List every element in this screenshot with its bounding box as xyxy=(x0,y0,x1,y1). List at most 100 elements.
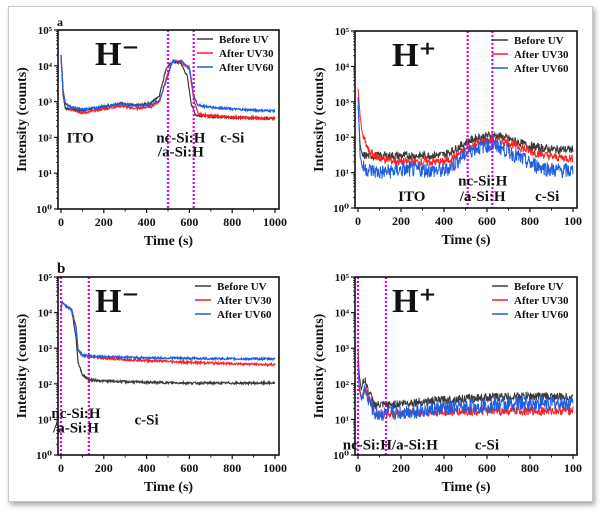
x-tick-label: 400 xyxy=(435,461,453,475)
x-tick-label: 1000 xyxy=(263,461,287,475)
x-tick-label: 200 xyxy=(95,215,113,229)
x-tick-label: 800 xyxy=(521,461,539,475)
x-tick-label: 400 xyxy=(138,215,156,229)
y-tick-label: 10⁴ xyxy=(38,308,53,320)
region-label: /a-Si:H xyxy=(157,145,204,161)
legend-label: After UV60 xyxy=(219,62,274,74)
region-label: nc-Si:H xyxy=(458,173,508,189)
y-tick-label: 10¹ xyxy=(38,168,52,180)
x-tick-label: 800 xyxy=(521,214,539,228)
x-tick-label: 400 xyxy=(138,461,156,475)
x-axis-label: Time (s) xyxy=(144,480,193,495)
y-tick-label: 10³ xyxy=(38,97,53,109)
y-tick-label: 10³ xyxy=(38,343,53,355)
y-tick-label: 10⁴ xyxy=(335,61,350,73)
series-line-after-uv30 xyxy=(357,88,574,168)
legend-label: After UV30 xyxy=(514,295,569,307)
x-axis-label: Time (s) xyxy=(441,233,490,248)
region-label: nc-Si:H/a-Si:H xyxy=(343,437,438,453)
series-line-after-uv60 xyxy=(60,54,276,114)
figure-frame xyxy=(8,6,593,502)
region-label: c-Si xyxy=(475,437,499,453)
x-tick-label: 600 xyxy=(478,461,496,475)
ion-label: H⁺ xyxy=(392,283,436,320)
y-tick-label: 10² xyxy=(335,379,350,391)
panel-label: b xyxy=(57,261,65,277)
legend-label: After UV60 xyxy=(514,63,569,75)
region-label: /a-Si:H xyxy=(459,189,506,205)
y-axis-label: Intensity (counts) xyxy=(15,67,30,172)
y-tick-label: 10³ xyxy=(335,97,350,109)
y-tick-label: 10² xyxy=(335,132,350,144)
y-tick-label: 10¹ xyxy=(335,414,349,426)
x-tick-label: 800 xyxy=(223,215,241,229)
series-line-before-uv xyxy=(60,300,276,387)
y-tick-label: 10⁰ xyxy=(333,450,349,462)
x-tick-label: 200 xyxy=(392,214,410,228)
chart-panel-1: a 0 200 400 600 800 1000 10⁰ 10¹ 10² 10³ 10⁴ 10⁵ Time… xyxy=(15,15,287,249)
legend-label: After UV60 xyxy=(514,309,569,321)
x-tick-label: 600 xyxy=(180,215,198,229)
x-tick-label: 600 xyxy=(478,214,496,228)
legend-label: After UV30 xyxy=(514,49,569,61)
x-tick-label: 600 xyxy=(180,461,198,475)
x-tick-label: 0 xyxy=(355,214,361,228)
y-tick-label: 10⁴ xyxy=(38,61,53,73)
y-tick-label: 10² xyxy=(38,132,53,144)
y-axis-label: Intensity (counts) xyxy=(312,67,327,172)
series-line-after-uv60 xyxy=(60,300,276,362)
region-label: c-Si xyxy=(135,412,159,428)
ion-label: H⁻ xyxy=(95,283,139,320)
y-tick-label: 10⁴ xyxy=(335,308,350,320)
x-tick-label: 100 xyxy=(564,214,582,228)
y-tick-label: 10⁰ xyxy=(36,204,52,216)
legend-label: Before UV xyxy=(217,281,267,293)
ion-label: H⁺ xyxy=(392,37,436,74)
series-line-after-uv60 xyxy=(357,363,574,421)
y-tick-label: 10¹ xyxy=(38,414,52,426)
x-tick-label: 0 xyxy=(355,461,361,475)
legend-label: Before UV xyxy=(219,34,269,46)
legend-label: After UV30 xyxy=(217,295,272,307)
series-line-after-uv60 xyxy=(357,96,574,179)
y-tick-label: 10¹ xyxy=(335,168,349,180)
chart-panel-2: 0 200 400 600 800 100 10⁰ 10¹ 10² 10³ 10⁴ 10⁵ Time (… xyxy=(312,26,582,248)
x-tick-label: 400 xyxy=(435,214,453,228)
ion-label: H⁻ xyxy=(95,36,139,73)
x-tick-label: 800 xyxy=(223,461,241,475)
y-tick-label: 10⁰ xyxy=(36,450,52,462)
y-tick-label: 10⁵ xyxy=(38,25,53,37)
x-tick-label: 100 xyxy=(564,461,582,475)
x-axis-label: Time (s) xyxy=(441,480,490,495)
legend-label: Before UV xyxy=(514,281,564,293)
region-label: c-Si xyxy=(535,189,559,205)
chart-panel-3: b 0 200 400 600 800 1000 10⁰ 10¹ 10² 10³ 10⁴ 10⁵ Time… xyxy=(15,261,287,495)
series-line-before-uv xyxy=(357,105,574,162)
series-line-before-uv xyxy=(357,348,574,410)
legend-label: Before UV xyxy=(514,35,564,47)
region-label: c-Si xyxy=(220,130,244,146)
chart-panel-4: 0 200 400 600 800 100 10⁰ 10¹ 10² 10³ 10⁴ 10⁵ Time (… xyxy=(312,272,582,495)
x-tick-label: 1000 xyxy=(263,215,287,229)
panel-label: a xyxy=(57,15,63,29)
y-tick-label: 10⁵ xyxy=(335,272,350,284)
x-tick-label: 200 xyxy=(392,461,410,475)
x-tick-label: 0 xyxy=(58,215,64,229)
region-label: nc-Si:H xyxy=(51,406,101,422)
y-tick-label: 10⁵ xyxy=(38,272,53,284)
y-axis-label: Intensity (counts) xyxy=(312,313,327,418)
x-tick-label: 0 xyxy=(58,461,64,475)
region-label: ITO xyxy=(398,189,425,205)
y-tick-label: 10³ xyxy=(335,343,350,355)
y-tick-label: 10² xyxy=(38,379,53,391)
y-tick-label: 10⁰ xyxy=(333,203,349,215)
region-label: nc-Si:H xyxy=(156,130,206,146)
x-axis-label: Time (s) xyxy=(144,234,193,249)
region-label: ITO xyxy=(67,130,94,146)
region-label: /a-Si:H xyxy=(52,420,99,436)
x-tick-label: 200 xyxy=(95,461,113,475)
legend-label: After UV60 xyxy=(217,309,272,321)
y-axis-label: Intensity (counts) xyxy=(15,313,30,418)
y-tick-label: 10⁵ xyxy=(335,26,350,38)
